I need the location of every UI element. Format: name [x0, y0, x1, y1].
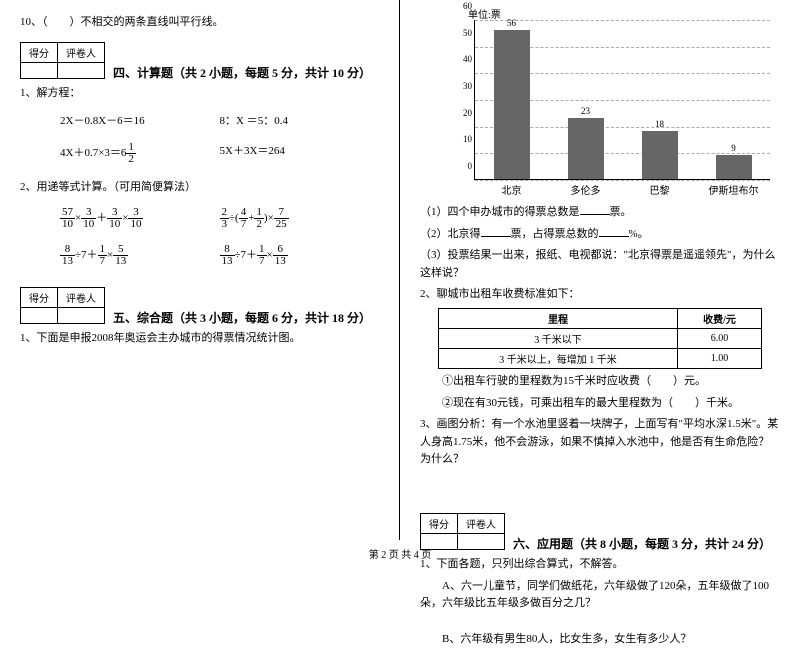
taxi-sub2: ②现在有30元钱，可乘出租车的最大里程数为（ ）千米。	[420, 395, 780, 413]
eq-1d: 5X＋3X＝264	[220, 142, 380, 165]
score-box-4: 得分评卷人	[20, 42, 105, 79]
score-box-6: 得分评卷人	[420, 513, 505, 550]
score-box-5: 得分评卷人	[20, 287, 105, 324]
app-q1a: A、六一儿童节，同学们做纸花，六年级做了120朵，五年级做了100朵，六年级比五…	[420, 578, 780, 613]
chart-q3: （3）投票结果一出来，报纸、电视都说："北京得票是遥遥领先"，为什么这样说？	[420, 247, 780, 282]
eq-2b: 23÷(47+12)×725	[220, 207, 380, 230]
chart-q2: （2）北京得票，占得票总数的%。	[420, 226, 780, 244]
taxi-sub1: ①出租车行驶的里程数为15千米时应收费（ ）元。	[420, 373, 780, 391]
calc-q1: 1、解方程：	[20, 85, 379, 103]
eq-1c: 4X＋0.7×3＝612	[60, 142, 220, 165]
eq-2d: 813÷7＋17×613	[220, 244, 380, 267]
eq-2a: 5710×310＋310×310	[60, 207, 220, 230]
question-10: 10、（ ）不相交的两条直线叫平行线。	[20, 14, 379, 32]
app-q1b: B、六年级有男生80人，比女生多，女生有多少人？	[420, 631, 780, 648]
comp-q1: 1、下面是申报2008年奥运会主办城市的得票情况统计图。	[20, 330, 379, 348]
pool-q: 3、画图分析：有一个水池里竖着一块牌子，上面写有"平均水深1.5米"。某人身高1…	[420, 416, 780, 469]
section-5-title: 五、综合题（共 3 小题，每题 6 分，共计 18 分）	[113, 309, 371, 326]
eq-1b: 8：X ＝5：0.4	[220, 112, 380, 128]
section-4-title: 四、计算题（共 2 小题，每题 5 分，共计 10 分）	[113, 64, 371, 81]
taxi-q: 2、聊城市出租车收费标准如下：	[420, 286, 780, 304]
calc-q2: 2、用递等式计算。（可用简便算法）	[20, 179, 379, 197]
chart-q1: （1）四个申办城市的得票总数是票。	[420, 204, 780, 222]
eq-2c: 813÷7＋17×513	[60, 244, 220, 267]
bar-chart: 单位:票 0102030405060 56北京23多伦多18巴黎9伊斯坦布尔	[450, 10, 770, 200]
fare-table: 里程收费/元 3 千米以下6.00 3 千米以上，每增加 1 千米1.00	[438, 308, 762, 369]
eq-1a: 2X－0.8X－6＝16	[60, 112, 220, 128]
page-footer: 第 2 页 共 4 页	[0, 546, 800, 561]
